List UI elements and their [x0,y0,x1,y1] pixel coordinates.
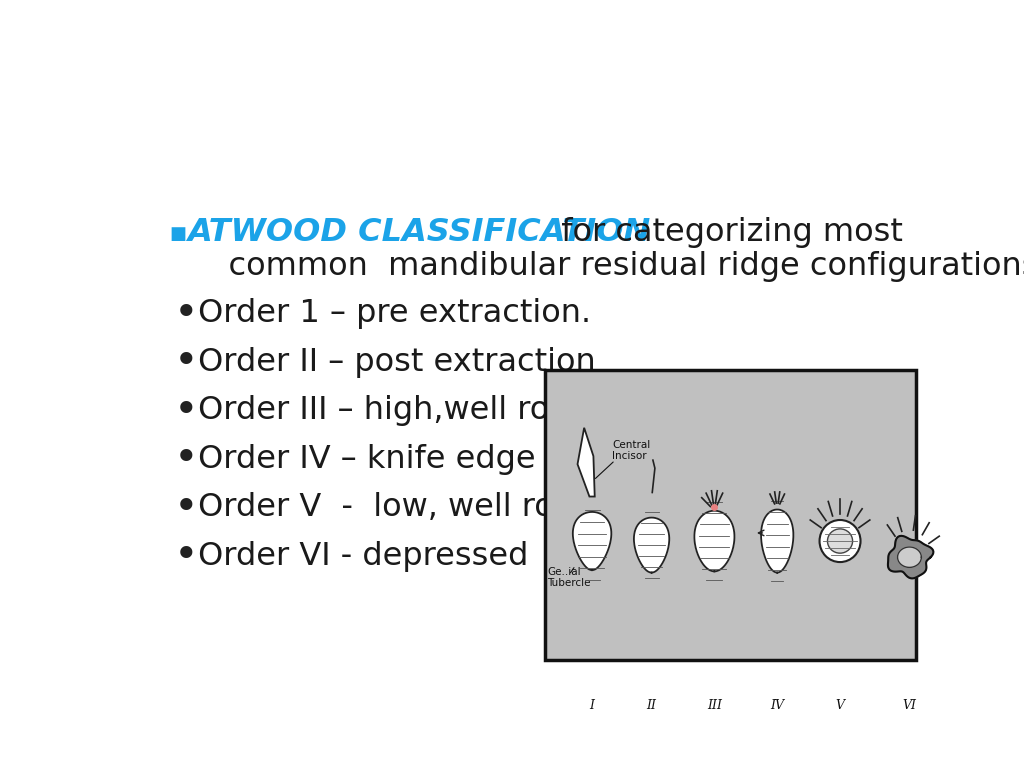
Text: Ge..ial
Tubercle: Ge..ial Tubercle [547,567,591,588]
Text: I: I [590,699,595,712]
Text: Order III – high,well rounded.: Order III – high,well rounded. [187,396,659,426]
Text: •: • [174,342,199,383]
Text: Central
Incisor: Central Incisor [612,439,650,462]
Text: Order IV – knife edge: Order IV – knife edge [187,444,536,475]
Text: III: III [707,699,722,712]
Ellipse shape [819,520,860,562]
Polygon shape [634,518,670,573]
Text: Order II – post extraction: Order II – post extraction [187,347,595,378]
Polygon shape [761,509,794,573]
Polygon shape [578,428,595,497]
Text: •: • [174,535,199,578]
Text: ATWOOD CLASSIFICATION: ATWOOD CLASSIFICATION [187,217,651,248]
Polygon shape [572,512,611,570]
Text: Order V  -  low, well rounded.: Order V - low, well rounded. [187,492,665,523]
Text: •: • [174,487,199,529]
Text: •: • [174,390,199,432]
Text: •: • [174,439,199,481]
Text: VI: VI [902,699,916,712]
FancyBboxPatch shape [545,370,916,660]
Text: common  mandibular residual ridge configurations: -: common mandibular residual ridge configu… [187,250,1024,282]
Ellipse shape [827,529,853,553]
Text: IV: IV [770,699,784,712]
Text: for categorizing most: for categorizing most [541,217,902,248]
Polygon shape [888,536,933,578]
Text: Order 1 – pre extraction.: Order 1 – pre extraction. [187,299,591,329]
Text: V: V [836,699,845,712]
Text: •: • [174,293,199,335]
Text: ■: ■ [169,225,186,243]
Polygon shape [898,547,922,568]
Text: Order VI - depressed: Order VI - depressed [187,541,528,572]
Polygon shape [694,511,734,571]
Text: II: II [646,699,656,712]
